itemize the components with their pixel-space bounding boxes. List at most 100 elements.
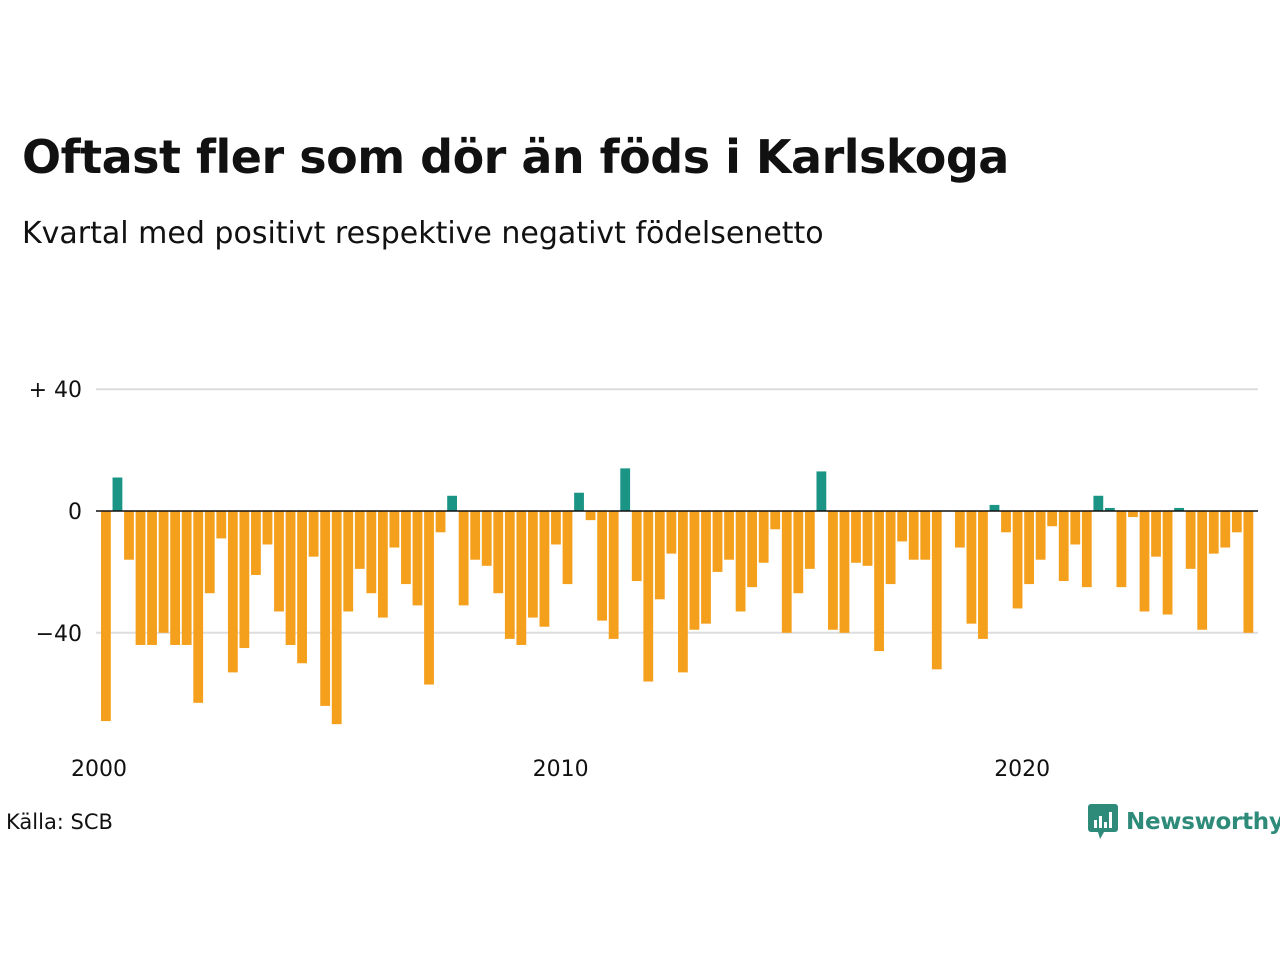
bar bbox=[504, 511, 515, 639]
bar bbox=[851, 511, 861, 563]
bar bbox=[689, 511, 700, 630]
bar bbox=[770, 511, 781, 530]
bar bbox=[481, 511, 492, 566]
bar bbox=[1104, 507, 1115, 511]
bar bbox=[666, 511, 677, 554]
bar bbox=[354, 511, 365, 569]
bar bbox=[297, 511, 307, 664]
bar bbox=[1243, 511, 1254, 633]
bar bbox=[931, 511, 942, 670]
y-tick-label: 0 bbox=[68, 500, 82, 525]
bar bbox=[227, 511, 238, 673]
bar bbox=[158, 511, 169, 633]
bar bbox=[908, 511, 919, 560]
bar bbox=[1116, 511, 1127, 588]
bar bbox=[1012, 511, 1023, 609]
bar bbox=[1058, 511, 1069, 582]
bar bbox=[712, 511, 723, 572]
bar bbox=[954, 511, 965, 548]
bar bbox=[251, 511, 261, 575]
chart-subtitle: Kvartal med positivt respektive negativt… bbox=[22, 216, 824, 251]
bar bbox=[389, 511, 400, 548]
bar bbox=[458, 511, 469, 606]
bar bbox=[308, 511, 319, 557]
bar bbox=[435, 511, 446, 533]
bar bbox=[320, 511, 331, 706]
chart-title: Oftast fler som dör än föds i Karlskoga bbox=[22, 130, 1009, 184]
bar bbox=[1035, 511, 1046, 560]
bar bbox=[1093, 495, 1104, 511]
bar bbox=[204, 511, 215, 594]
bar bbox=[885, 511, 896, 585]
y-tick-label: + 40 bbox=[29, 378, 82, 403]
bar bbox=[920, 511, 931, 560]
bar bbox=[262, 511, 273, 545]
bar bbox=[101, 511, 111, 722]
bar bbox=[816, 471, 827, 512]
bar bbox=[874, 511, 884, 652]
bar bbox=[735, 511, 746, 612]
bar bbox=[170, 511, 181, 645]
bar bbox=[978, 511, 988, 639]
bar bbox=[274, 511, 284, 612]
bar bbox=[562, 511, 573, 585]
bars bbox=[101, 468, 1254, 725]
newsworthy-logo-icon bbox=[1088, 804, 1118, 839]
bar bbox=[574, 492, 584, 511]
bar bbox=[828, 511, 838, 630]
bar bbox=[1151, 511, 1161, 557]
bar bbox=[620, 468, 631, 511]
bar bbox=[285, 511, 296, 645]
bar bbox=[1128, 511, 1138, 518]
bar bbox=[516, 511, 527, 645]
newsworthy-logo-text: Newsworthy bbox=[1126, 809, 1280, 835]
bar-chart: + 40 0 −40 2000 2010 2020 bbox=[29, 378, 1258, 782]
bar bbox=[193, 511, 204, 703]
bar bbox=[377, 511, 388, 618]
bar bbox=[401, 511, 411, 585]
bar bbox=[470, 511, 481, 560]
bar bbox=[758, 511, 769, 563]
bar bbox=[135, 511, 146, 645]
tick-labels: + 40 0 −40 2000 2010 2020 bbox=[29, 378, 1051, 782]
bar bbox=[1001, 511, 1011, 533]
bar bbox=[781, 511, 792, 633]
x-tick-label: 2020 bbox=[994, 757, 1050, 782]
bar bbox=[1185, 511, 1196, 569]
bar bbox=[585, 511, 596, 521]
bar bbox=[724, 511, 734, 560]
bar bbox=[701, 511, 711, 624]
bar bbox=[1139, 511, 1150, 612]
source-note: Källa: SCB bbox=[6, 810, 113, 834]
bar bbox=[1162, 511, 1173, 615]
bar bbox=[897, 511, 908, 542]
bar bbox=[1047, 511, 1058, 527]
bar bbox=[631, 511, 642, 582]
bar bbox=[447, 495, 457, 511]
bar bbox=[1070, 511, 1081, 545]
bar bbox=[216, 511, 227, 539]
newsworthy-logo: Newsworthy bbox=[1088, 804, 1280, 840]
bar bbox=[747, 511, 758, 588]
y-tick-label: −40 bbox=[36, 622, 82, 647]
bar bbox=[239, 511, 250, 649]
bar bbox=[862, 511, 873, 566]
bar bbox=[181, 511, 192, 645]
x-tick-label: 2000 bbox=[71, 757, 127, 782]
bar bbox=[366, 511, 377, 594]
bar bbox=[654, 511, 665, 600]
bar bbox=[1081, 511, 1092, 588]
bar bbox=[1174, 507, 1185, 511]
bar bbox=[493, 511, 504, 594]
bar bbox=[597, 511, 608, 621]
bar bbox=[966, 511, 977, 624]
bar bbox=[1231, 511, 1242, 533]
bar bbox=[989, 504, 1000, 511]
bar bbox=[793, 511, 804, 594]
bar bbox=[343, 511, 354, 612]
x-tick-label: 2010 bbox=[533, 757, 589, 782]
bar bbox=[412, 511, 423, 606]
bar bbox=[678, 511, 688, 673]
bar bbox=[147, 511, 157, 645]
bar bbox=[331, 511, 342, 725]
